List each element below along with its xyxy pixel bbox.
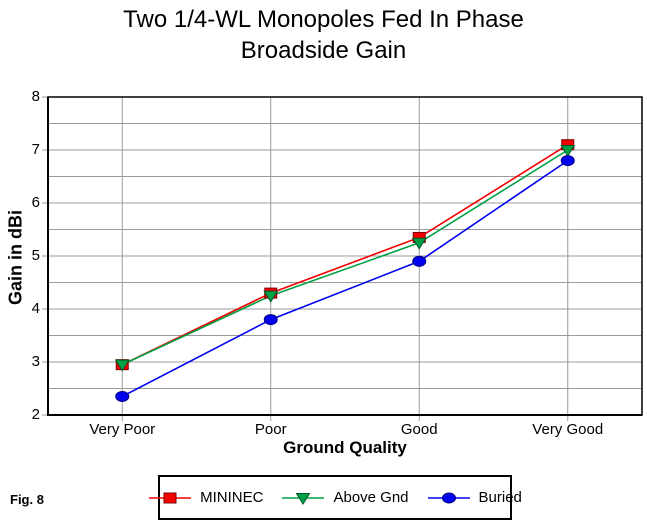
legend: MININEC Above Gnd Buried xyxy=(149,475,522,520)
legend-marker-circle xyxy=(427,492,470,503)
legend-item-above-gnd: Above Gnd xyxy=(281,489,409,506)
legend-label: Above Gnd xyxy=(333,489,409,506)
y-tick-label: 2 xyxy=(31,406,40,423)
legend-item-buried: Buried xyxy=(427,489,522,506)
x-axis-title: Ground Quality xyxy=(283,438,407,457)
chart-title: Two 1/4-WL Monopoles Fed In Phase Broads… xyxy=(0,4,647,66)
legend-marker-square xyxy=(149,492,192,503)
legend-marker-triangle-down xyxy=(282,492,325,505)
figure-label: Fig. 8 xyxy=(10,492,44,507)
legend-label: MININEC xyxy=(200,489,264,506)
y-tick-label: 8 xyxy=(31,88,40,105)
x-tick-label: Very Poor xyxy=(89,421,156,438)
legend-item-mininec: MININEC xyxy=(148,489,263,506)
legend-label: Buried xyxy=(478,489,522,506)
y-axis-title: Gain in dBi xyxy=(5,210,26,306)
y-tick-label: 3 xyxy=(31,353,40,370)
y-tick-label: 4 xyxy=(31,300,40,317)
x-tick-label: Poor xyxy=(254,421,287,438)
x-tick-label: Very Good xyxy=(532,421,604,438)
x-tick-label: Good xyxy=(400,421,438,438)
y-tick-label: 6 xyxy=(31,194,40,211)
chart-title-line1: Two 1/4-WL Monopoles Fed In Phase xyxy=(123,6,524,33)
y-tick-label: 5 xyxy=(31,247,40,264)
y-tick-label: 7 xyxy=(31,141,40,158)
chart-title-line2: Broadside Gain xyxy=(240,37,407,64)
